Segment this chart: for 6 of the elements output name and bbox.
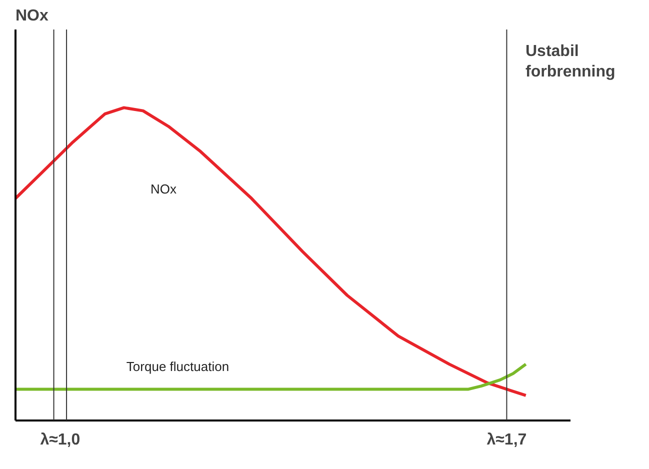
text: NOx (150, 181, 177, 196)
x-tick-label: λ≈1,0 (40, 432, 80, 448)
series-label: Torque fluctuation (126, 359, 230, 374)
text: NOx (16, 8, 48, 24)
text: Ustabil forbrenning (526, 43, 616, 80)
x-tick-label: λ≈1,7 (486, 432, 527, 448)
